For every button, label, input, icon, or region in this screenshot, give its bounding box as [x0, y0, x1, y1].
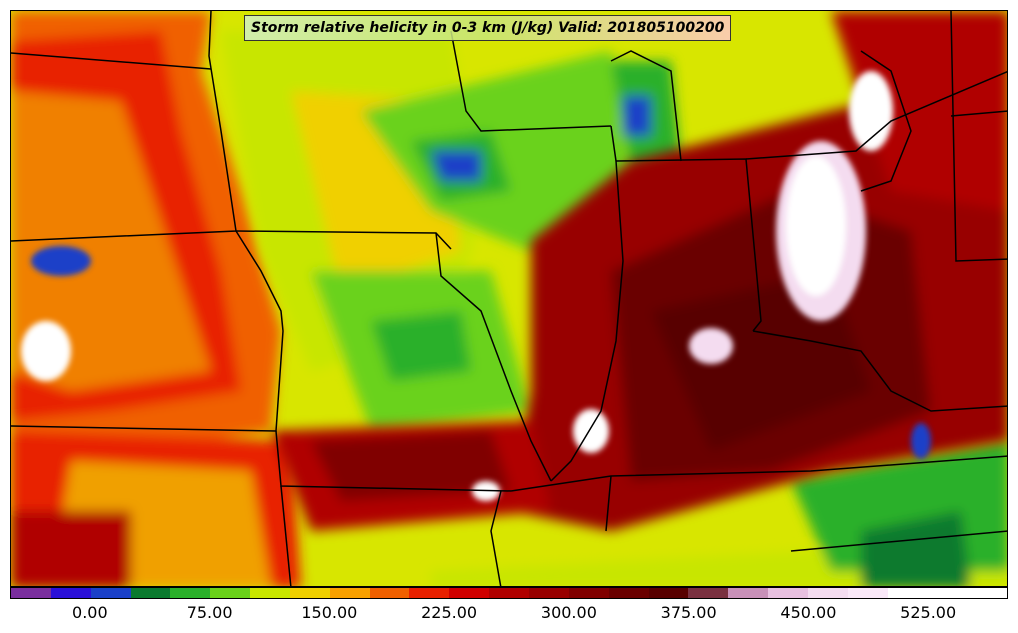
- colorbar-segment: [210, 588, 251, 598]
- colorbar-segment: [728, 588, 769, 598]
- colorbar-ticks: 0.00 75.00 150.00 225.00 300.00 375.00 450.00 5…: [10, 599, 1008, 633]
- colorbar-segment: [250, 588, 290, 598]
- map-title: Storm relative helicity in 0-3 km (J/kg)…: [244, 15, 732, 41]
- colorbar-segment: [329, 588, 370, 598]
- colorbar-tick-label: 75.00: [186, 603, 233, 622]
- field-west-band: [11, 11, 301, 586]
- colorbar-segment: [489, 588, 529, 598]
- colorbar-segment: [688, 588, 729, 598]
- colorbar-segment: [369, 588, 410, 598]
- colorbar-segment: [967, 588, 1008, 598]
- state-boundaries: [11, 11, 1007, 586]
- colorbar-segment: [289, 588, 330, 598]
- colorbar-tick-label: 525.00: [900, 603, 957, 622]
- colorbar-segment: [449, 588, 490, 598]
- helicity-map: [11, 11, 1007, 586]
- colorbar-segment: [847, 588, 888, 598]
- colorbar-segment: [409, 588, 450, 598]
- colorbar-segment: [170, 588, 211, 598]
- colorbar-segment: [11, 588, 51, 598]
- colorbar-segment: [50, 588, 91, 598]
- colorbar-tick-label: 0.00: [72, 603, 108, 622]
- colorbar-segment: [768, 588, 808, 598]
- colorbar-tick-label: 300.00: [540, 603, 597, 622]
- colorbar-tick-label: 450.00: [780, 603, 837, 622]
- colorbar-segment: [927, 588, 968, 598]
- colorbar-segment: [90, 588, 131, 598]
- colorbar-segment: [887, 588, 928, 598]
- colorbar-segment: [130, 588, 171, 598]
- colorbar-segment: [608, 588, 649, 598]
- colorbar-tick-label: 375.00: [660, 603, 717, 622]
- colorbar: [10, 587, 1008, 599]
- colorbar-tick-label: 225.00: [421, 603, 478, 622]
- colorbar-segment: [648, 588, 689, 598]
- field-maxima: [21, 71, 931, 501]
- colorbar-segment: [568, 588, 609, 598]
- field-central: [221, 31, 1007, 586]
- colorbar-tick-label: 150.00: [301, 603, 358, 622]
- map-panel: [10, 10, 1008, 587]
- colorbar-segment: [807, 588, 848, 598]
- colorbar-segment: [528, 588, 569, 598]
- field-east-core: [271, 11, 1007, 531]
